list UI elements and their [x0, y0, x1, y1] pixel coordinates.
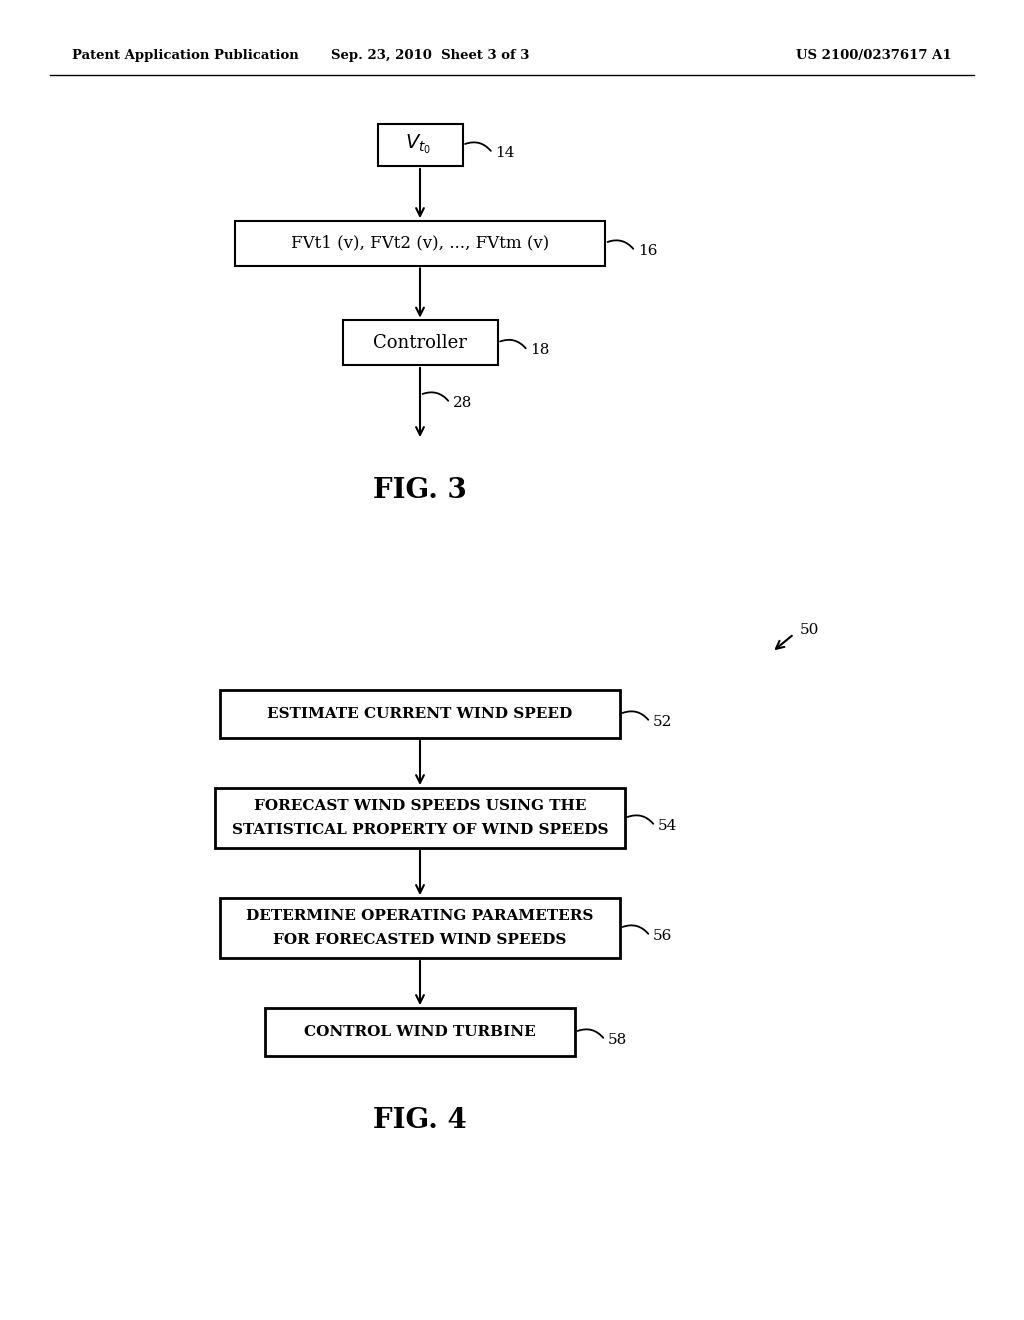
Text: 18: 18	[530, 343, 550, 358]
Text: Controller: Controller	[373, 334, 467, 351]
Text: CONTROL WIND TURBINE: CONTROL WIND TURBINE	[304, 1026, 536, 1039]
Text: $V_{t_0}$: $V_{t_0}$	[404, 132, 431, 156]
Text: FOR FORECASTED WIND SPEEDS: FOR FORECASTED WIND SPEEDS	[273, 933, 566, 946]
Text: ESTIMATE CURRENT WIND SPEED: ESTIMATE CURRENT WIND SPEED	[267, 708, 572, 721]
Bar	[215, 788, 625, 847]
Text: Sep. 23, 2010  Sheet 3 of 3: Sep. 23, 2010 Sheet 3 of 3	[331, 49, 529, 62]
Bar	[220, 898, 620, 958]
Text: 54: 54	[658, 818, 677, 833]
Text: 16: 16	[638, 244, 657, 257]
Text: 14: 14	[496, 147, 515, 160]
Text: Patent Application Publication: Patent Application Publication	[72, 49, 299, 62]
Text: 50: 50	[800, 623, 819, 638]
Text: 56: 56	[653, 929, 673, 942]
Text: 28: 28	[453, 396, 472, 411]
Text: FIG. 4: FIG. 4	[373, 1107, 467, 1134]
Text: FVt1 (v), FVt2 (v), ..., FVtm (v): FVt1 (v), FVt2 (v), ..., FVtm (v)	[291, 235, 549, 252]
Text: US 2100/0237617 A1: US 2100/0237617 A1	[797, 49, 952, 62]
Bar	[234, 220, 605, 265]
Text: FIG. 3: FIG. 3	[373, 477, 467, 503]
Text: FORECAST WIND SPEEDS USING THE: FORECAST WIND SPEEDS USING THE	[254, 799, 587, 813]
Bar	[342, 319, 498, 366]
Bar	[378, 124, 463, 166]
Text: STATISTICAL PROPERTY OF WIND SPEEDS: STATISTICAL PROPERTY OF WIND SPEEDS	[231, 822, 608, 837]
Bar	[220, 690, 620, 738]
Bar	[265, 1008, 575, 1056]
Text: 58: 58	[608, 1034, 628, 1047]
Text: 52: 52	[653, 715, 673, 729]
Text: DETERMINE OPERATING PARAMETERS: DETERMINE OPERATING PARAMETERS	[247, 909, 594, 923]
